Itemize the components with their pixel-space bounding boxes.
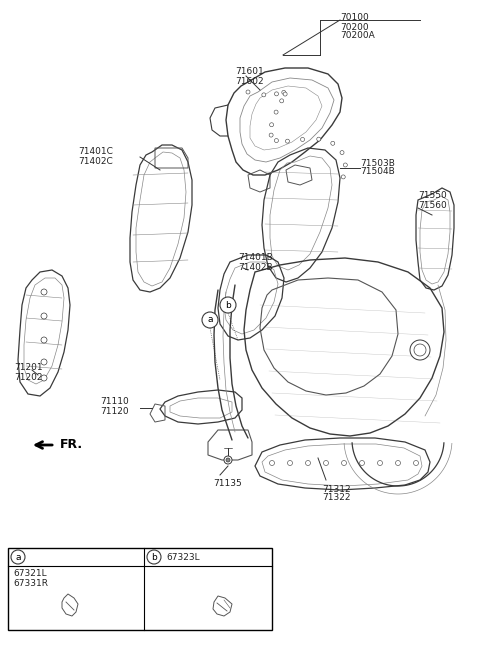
Text: 71201: 71201 [14,363,43,373]
Text: 71602: 71602 [235,77,264,86]
Text: FR.: FR. [60,439,83,452]
Circle shape [41,337,47,343]
Text: 71322: 71322 [322,493,350,502]
Text: 71135: 71135 [213,480,242,489]
Text: 71401B: 71401B [238,254,273,262]
Circle shape [41,359,47,365]
Circle shape [341,461,347,465]
Text: 71402C: 71402C [78,156,113,165]
Text: b: b [225,300,231,310]
Text: 71601: 71601 [235,67,264,77]
Text: a: a [15,552,21,561]
Circle shape [305,461,311,465]
Circle shape [377,461,383,465]
Circle shape [341,175,345,179]
Circle shape [410,340,430,360]
Text: 71560: 71560 [418,201,447,210]
Circle shape [343,163,348,167]
Circle shape [414,344,426,356]
Text: 70100: 70100 [340,14,369,23]
Circle shape [274,110,278,114]
Text: 71504B: 71504B [360,167,395,177]
Circle shape [269,133,273,137]
Circle shape [269,461,275,465]
Text: 71550: 71550 [418,191,447,201]
Circle shape [262,93,266,97]
Text: 71401C: 71401C [78,147,113,156]
Circle shape [246,90,250,94]
Text: 67331R: 67331R [13,580,48,589]
Circle shape [282,90,286,94]
Circle shape [275,138,278,143]
Text: a: a [207,315,213,324]
Text: 70200: 70200 [340,23,369,32]
Bar [8,548,272,630]
Circle shape [413,461,419,465]
Circle shape [360,461,364,465]
Circle shape [340,151,344,154]
Text: 71110: 71110 [100,397,129,406]
Text: 71402B: 71402B [238,262,273,271]
Circle shape [220,297,236,313]
Circle shape [283,92,287,96]
Circle shape [280,99,284,103]
Circle shape [331,141,335,145]
Circle shape [396,461,400,465]
Circle shape [202,312,218,328]
Circle shape [270,123,274,127]
Text: 70200A: 70200A [340,32,375,40]
Circle shape [300,138,305,141]
Circle shape [41,289,47,295]
Text: b: b [151,552,157,561]
Circle shape [41,375,47,381]
Circle shape [324,461,328,465]
Circle shape [275,92,278,96]
Text: 67323L: 67323L [166,552,200,561]
Circle shape [224,456,232,464]
Circle shape [41,313,47,319]
Text: 71120: 71120 [100,406,129,415]
Text: 67321L: 67321L [13,570,47,578]
Circle shape [147,550,161,564]
Circle shape [11,550,25,564]
Circle shape [288,461,292,465]
Text: 71202: 71202 [14,373,43,382]
Circle shape [226,458,230,462]
Circle shape [317,137,321,141]
Text: 71312: 71312 [322,485,350,493]
Text: 71503B: 71503B [360,158,395,167]
Circle shape [286,139,289,143]
